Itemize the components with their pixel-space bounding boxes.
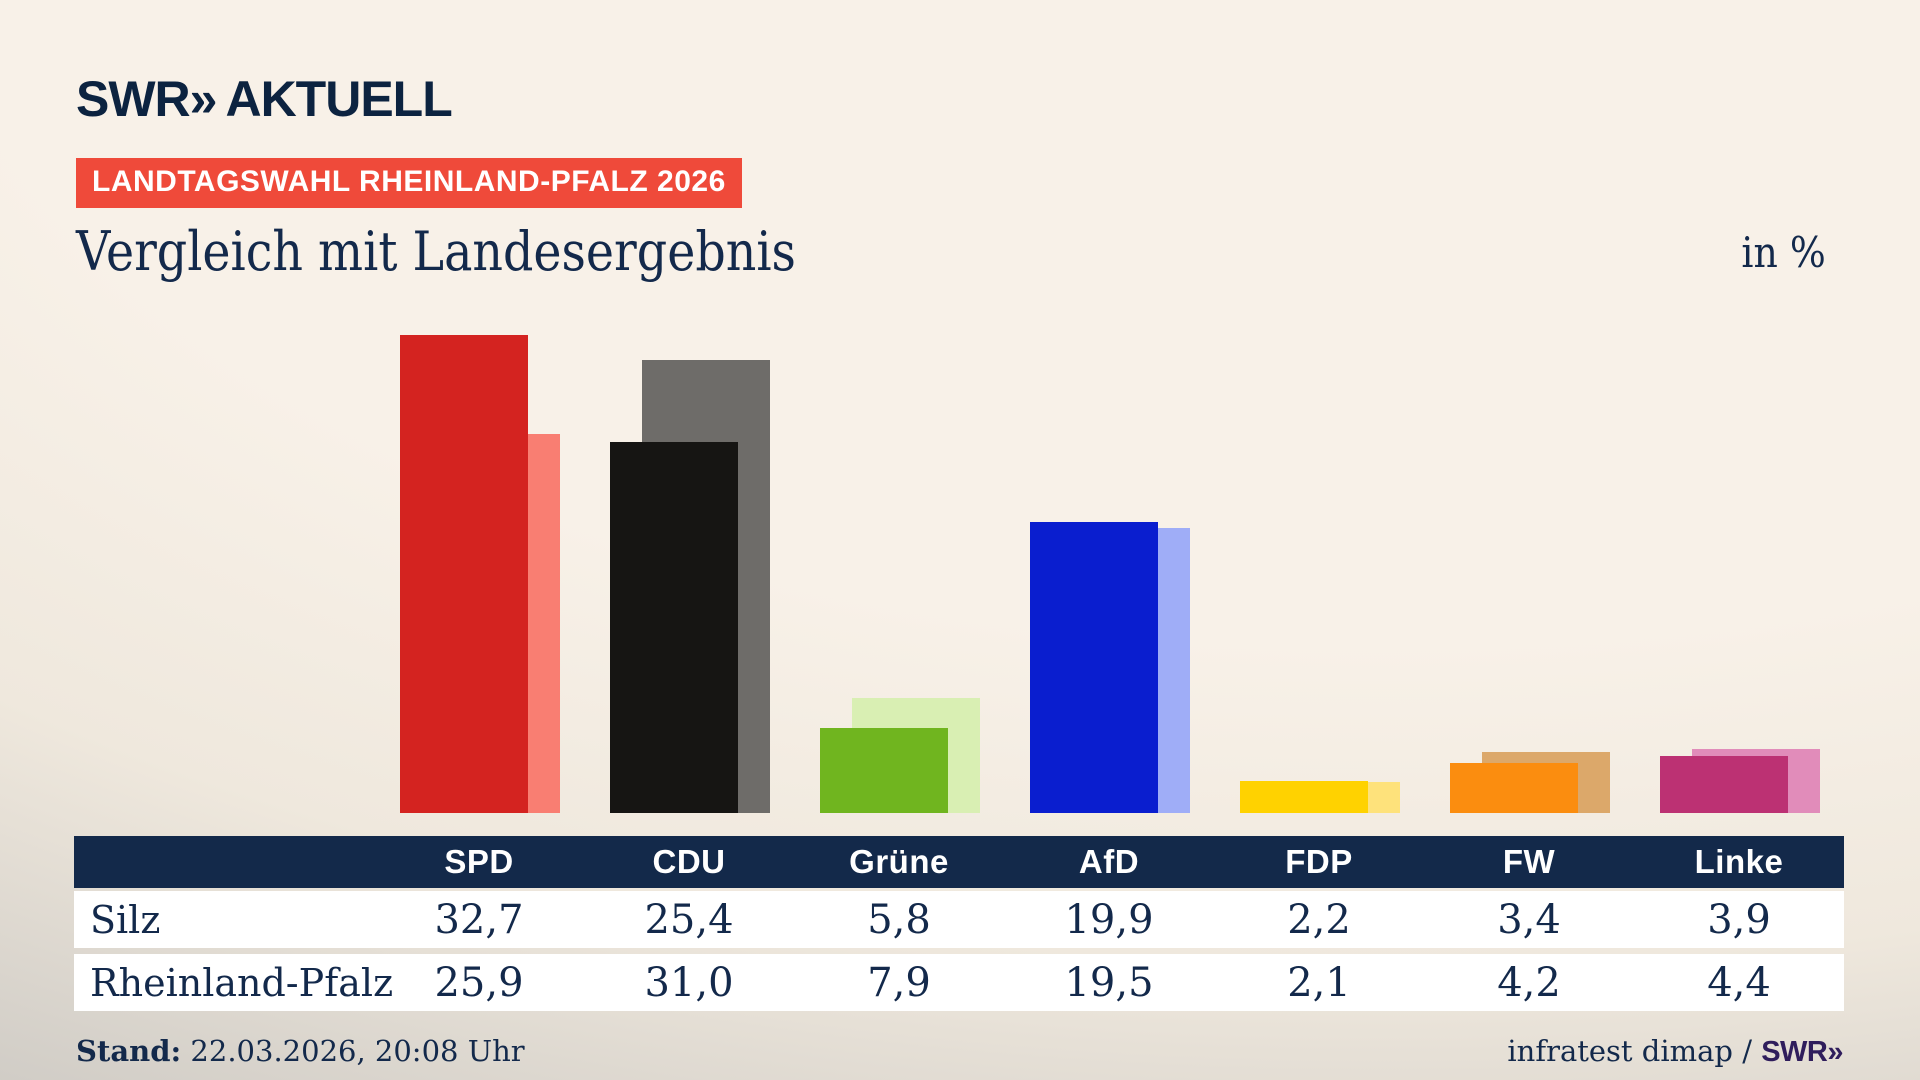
table-header-cdu: CDU (652, 843, 726, 880)
table-row-rheinland-pfalz: Rheinland-Pfalz 25,9 31,0 7,9 19,5 2,1 4… (74, 954, 1844, 1011)
table-row-silz: Silz 32,7 25,4 5,8 19,9 2,2 3,4 3,9 (74, 891, 1844, 948)
election-badge: LANDTAGSWAHL RHEINLAND-PFALZ 2026 (76, 158, 742, 208)
table-header-fdp: FDP (1285, 843, 1353, 880)
bar-silz-cdu (610, 442, 738, 813)
swr-source-logo: SWR» (1761, 1036, 1843, 1068)
silz-value-afd: 19,9 (1064, 896, 1154, 943)
stand-label: Stand: (76, 1034, 182, 1068)
land-value-cdu: 31,0 (644, 959, 734, 1006)
land-value-fw: 4,2 (1497, 959, 1561, 1006)
silz-value-cdu: 25,4 (644, 896, 734, 943)
aktuell-logo-text: AKTUELL (225, 71, 452, 127)
table-header-afd: AfD (1078, 843, 1140, 880)
table-header-fw: FW (1502, 843, 1556, 880)
row-label-rheinland-pfalz: Rheinland-Pfalz (90, 960, 394, 1005)
land-value-afd: 19,5 (1064, 959, 1154, 1006)
source-text: infratest dimap / (1507, 1034, 1762, 1068)
unit-label: in % (1741, 228, 1826, 277)
timestamp: Stand: 22.03.2026, 20:08 Uhr (76, 1034, 525, 1068)
table-header-linke: Linke (1694, 843, 1784, 880)
source-attribution: infratest dimap / SWR» (1507, 1034, 1843, 1069)
silz-value-spd: 32,7 (434, 896, 524, 943)
silz-value-gruene: 5,8 (867, 896, 931, 943)
bar-silz-fdp (1240, 781, 1368, 813)
land-value-spd: 25,9 (434, 959, 524, 1006)
bar-silz-spd (400, 335, 528, 813)
bar-silz-fw (1450, 763, 1578, 813)
silz-value-fdp: 2,2 (1287, 896, 1351, 943)
swr-logo-text: SWR (76, 71, 191, 127)
land-value-fdp: 2,1 (1287, 959, 1351, 1006)
bar-silz-grune (820, 728, 948, 813)
land-value-linke: 4,4 (1707, 959, 1771, 1006)
table-header-row: SPD CDU Grüne AfD FDP FW Linke (74, 836, 1844, 888)
bar-silz-afd (1030, 522, 1158, 813)
land-value-gruene: 7,9 (867, 959, 931, 1006)
bar-silz-linke (1660, 756, 1788, 813)
table-header-spd: SPD (444, 843, 514, 880)
silz-value-linke: 3,9 (1707, 896, 1771, 943)
results-table: SPD CDU Grüne AfD FDP FW Linke Silz 32,7… (74, 836, 1844, 1011)
swr-aktuell-logo: SWR» AKTUELL (76, 70, 453, 128)
chart-title: Vergleich mit Landesergebnis (76, 220, 796, 283)
row-label-silz: Silz (90, 897, 161, 942)
silz-value-fw: 3,4 (1497, 896, 1561, 943)
table-header-gruene: Grüne (849, 843, 949, 880)
stand-value: 22.03.2026, 20:08 Uhr (190, 1034, 525, 1068)
